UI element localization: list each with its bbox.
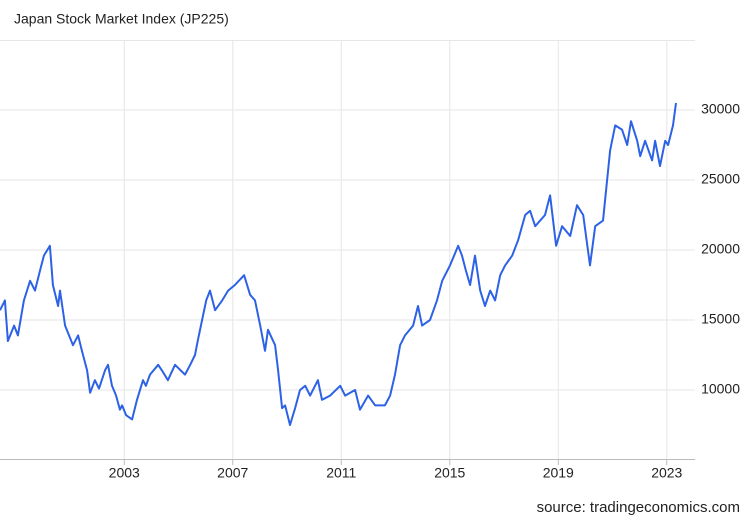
y-tick-label: 20000 [701, 241, 740, 257]
x-tick-label: 2003 [109, 465, 140, 481]
chart-title: Japan Stock Market Index (JP225) [14, 11, 229, 27]
y-tick-label: 10000 [701, 381, 740, 397]
y-tick-label: 15000 [701, 311, 740, 327]
x-tick-label: 2015 [434, 465, 465, 481]
y-tick-label: 30000 [701, 101, 740, 117]
x-tick-label: 2019 [543, 465, 574, 481]
x-tick-label: 2023 [651, 465, 682, 481]
data-line [0, 102, 677, 426]
source: source: tradingeconomics.com [537, 499, 740, 516]
x-tick-label: 2007 [217, 465, 248, 481]
y-tick-label: 25000 [701, 171, 740, 187]
x-tick-label: 2011 [326, 465, 356, 481]
